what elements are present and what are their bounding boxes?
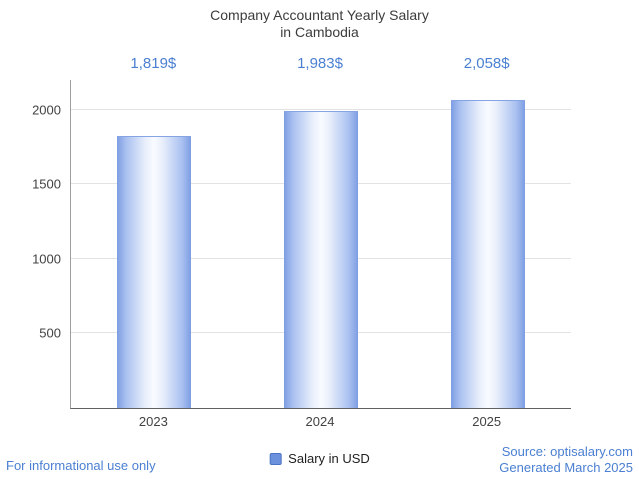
bar-value-label: 2,058$ bbox=[463, 55, 510, 72]
gridline bbox=[71, 108, 571, 110]
disclaimer-text: For informational use only bbox=[6, 458, 156, 473]
y-axis-tick-label: 1500 bbox=[32, 176, 61, 192]
bar-value-label: 1,819$ bbox=[130, 55, 177, 72]
bar[interactable] bbox=[284, 111, 358, 408]
y-axis-tick-label: 2000 bbox=[32, 102, 61, 118]
legend-swatch-icon bbox=[269, 452, 282, 465]
legend-item-salary[interactable]: Salary in USD bbox=[269, 451, 370, 466]
legend-label: Salary in USD bbox=[288, 451, 370, 466]
y-axis-tick-label: 500 bbox=[39, 325, 61, 341]
x-axis-tick-label: 2023 bbox=[138, 414, 168, 429]
x-axis-tick-label: 2024 bbox=[305, 414, 335, 429]
bar-column bbox=[71, 80, 238, 408]
chart-title-line1: Company Accountant Yearly Salary bbox=[210, 7, 429, 23]
bar-columns bbox=[71, 80, 571, 408]
bar-column bbox=[404, 80, 571, 408]
footer-source-block: Source: optisalary.com Generated March 2… bbox=[499, 444, 633, 476]
chart-title-line2: in Cambodia bbox=[280, 24, 359, 40]
source-link[interactable]: Source: optisalary.com bbox=[501, 444, 633, 459]
bar[interactable] bbox=[450, 100, 525, 408]
chart-title: Company Accountant Yearly Salary in Camb… bbox=[0, 7, 639, 41]
value-label-row: 1,819$ 1,983$ 2,058$ bbox=[70, 55, 570, 72]
bar[interactable] bbox=[117, 135, 192, 408]
plot-area: 500 1000 1500 2000 bbox=[32, 80, 571, 409]
bar-column bbox=[238, 80, 405, 408]
generated-date: Generated March 2025 bbox=[499, 460, 633, 475]
x-axis-label-row: 2023 2024 2025 bbox=[70, 414, 570, 429]
bar-value-label: 1,983$ bbox=[297, 55, 343, 72]
x-axis-tick-label: 2025 bbox=[472, 414, 502, 429]
y-axis-tick-label: 1000 bbox=[32, 251, 61, 267]
